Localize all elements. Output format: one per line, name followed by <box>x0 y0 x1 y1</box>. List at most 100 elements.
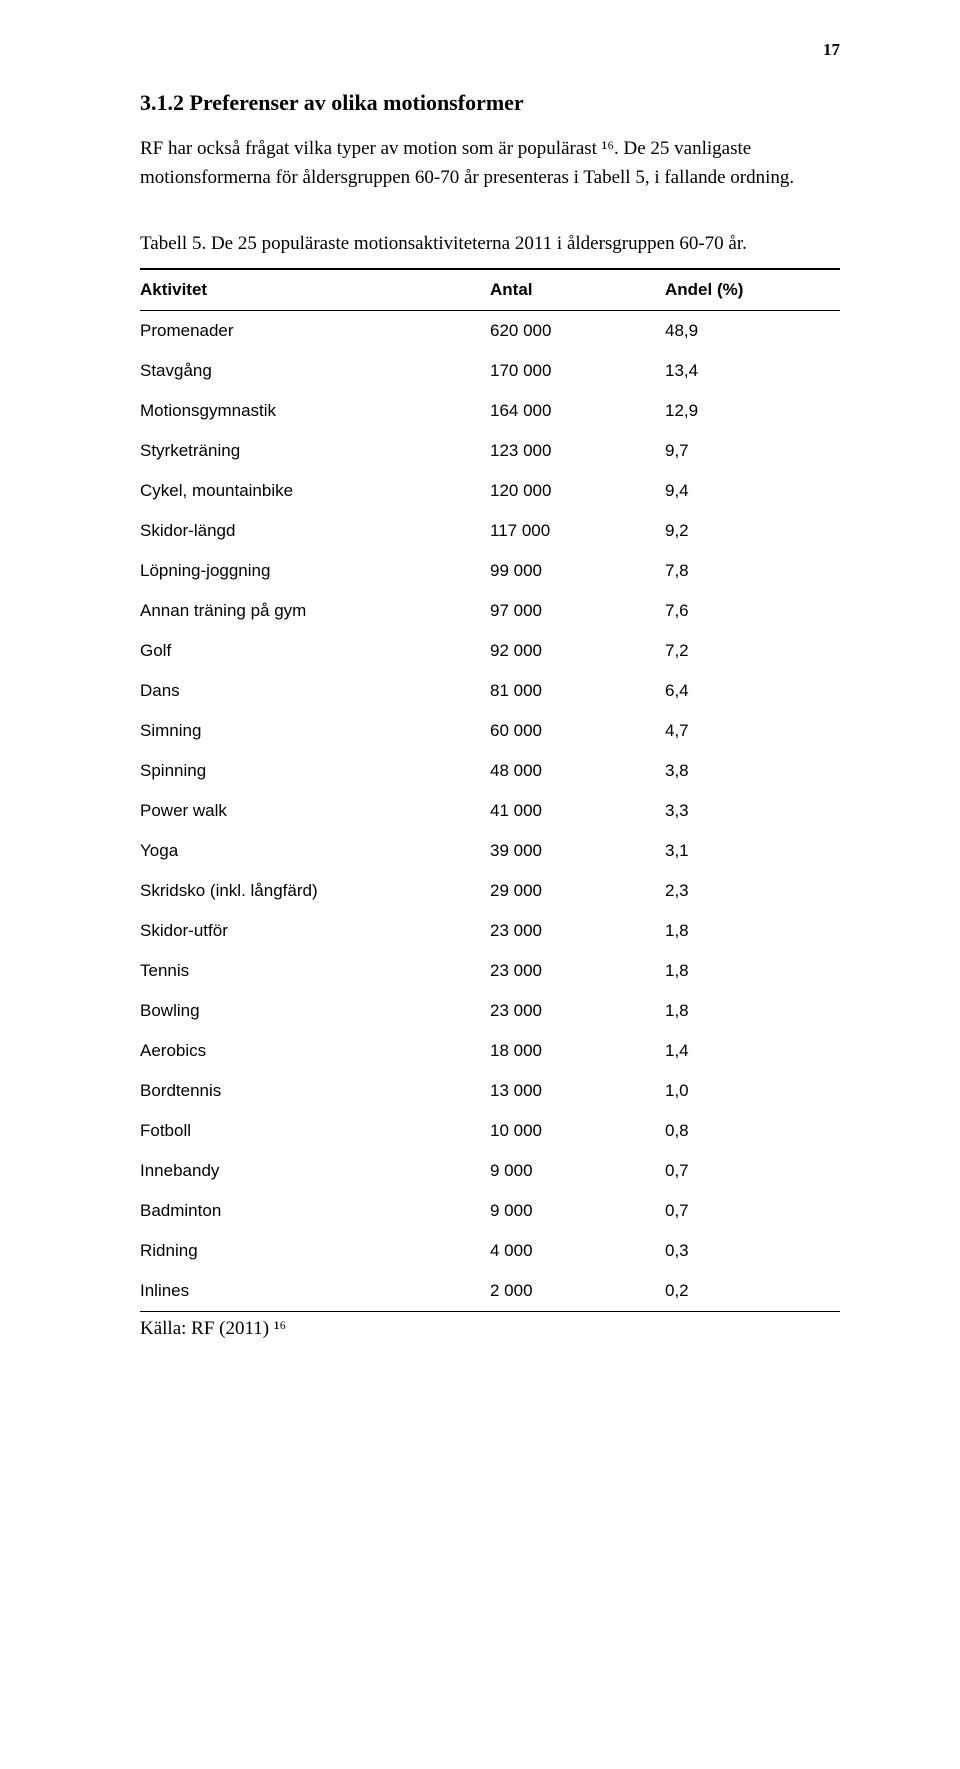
cell-count: 41 000 <box>490 791 665 831</box>
cell-share: 7,8 <box>665 551 840 591</box>
table-row: Annan träning på gym97 0007,6 <box>140 591 840 631</box>
cell-share: 0,8 <box>665 1111 840 1151</box>
cell-share: 1,4 <box>665 1031 840 1071</box>
table-row: Ridning4 0000,3 <box>140 1231 840 1271</box>
cell-count: 39 000 <box>490 831 665 871</box>
cell-count: 18 000 <box>490 1031 665 1071</box>
table-row: Skidor-utför23 0001,8 <box>140 911 840 951</box>
cell-activity: Skidor-längd <box>140 511 490 551</box>
cell-activity: Skridsko (inkl. långfärd) <box>140 871 490 911</box>
table-row: Promenader620 00048,9 <box>140 311 840 352</box>
cell-count: 2 000 <box>490 1271 665 1312</box>
cell-activity: Bowling <box>140 991 490 1031</box>
cell-share: 0,7 <box>665 1191 840 1231</box>
cell-activity: Innebandy <box>140 1151 490 1191</box>
cell-share: 1,0 <box>665 1071 840 1111</box>
cell-activity: Yoga <box>140 831 490 871</box>
cell-activity: Power walk <box>140 791 490 831</box>
cell-activity: Dans <box>140 671 490 711</box>
cell-count: 9 000 <box>490 1191 665 1231</box>
cell-share: 3,3 <box>665 791 840 831</box>
cell-count: 23 000 <box>490 911 665 951</box>
cell-share: 9,4 <box>665 471 840 511</box>
table-row: Fotboll10 0000,8 <box>140 1111 840 1151</box>
cell-activity: Motionsgymnastik <box>140 391 490 431</box>
cell-count: 60 000 <box>490 711 665 751</box>
col-header-activity: Aktivitet <box>140 269 490 311</box>
cell-count: 23 000 <box>490 951 665 991</box>
cell-count: 23 000 <box>490 991 665 1031</box>
cell-share: 13,4 <box>665 351 840 391</box>
cell-activity: Badminton <box>140 1191 490 1231</box>
table-row: Stavgång170 00013,4 <box>140 351 840 391</box>
table-row: Inlines2 0000,2 <box>140 1271 840 1312</box>
cell-count: 10 000 <box>490 1111 665 1151</box>
cell-activity: Tennis <box>140 951 490 991</box>
table-row: Tennis23 0001,8 <box>140 951 840 991</box>
cell-activity: Annan träning på gym <box>140 591 490 631</box>
cell-share: 1,8 <box>665 911 840 951</box>
table-row: Skidor-längd117 0009,2 <box>140 511 840 551</box>
cell-count: 9 000 <box>490 1151 665 1191</box>
cell-share: 0,7 <box>665 1151 840 1191</box>
cell-activity: Bordtennis <box>140 1071 490 1111</box>
cell-activity: Promenader <box>140 311 490 352</box>
cell-count: 13 000 <box>490 1071 665 1111</box>
table-caption: Tabell 5. De 25 populäraste motionsaktiv… <box>140 229 840 258</box>
cell-count: 620 000 <box>490 311 665 352</box>
table-header-row: Aktivitet Antal Andel (%) <box>140 269 840 311</box>
table-row: Styrketräning123 0009,7 <box>140 431 840 471</box>
cell-count: 120 000 <box>490 471 665 511</box>
cell-activity: Simning <box>140 711 490 751</box>
cell-share: 7,6 <box>665 591 840 631</box>
cell-count: 97 000 <box>490 591 665 631</box>
table-row: Golf92 0007,2 <box>140 631 840 671</box>
table-row: Motionsgymnastik164 00012,9 <box>140 391 840 431</box>
cell-count: 81 000 <box>490 671 665 711</box>
cell-activity: Cykel, mountainbike <box>140 471 490 511</box>
section-heading: 3.1.2 Preferenser av olika motionsformer <box>140 90 840 116</box>
cell-count: 4 000 <box>490 1231 665 1271</box>
table-row: Innebandy9 0000,7 <box>140 1151 840 1191</box>
cell-activity: Skidor-utför <box>140 911 490 951</box>
table-row: Aerobics18 0001,4 <box>140 1031 840 1071</box>
cell-share: 3,1 <box>665 831 840 871</box>
col-header-count: Antal <box>490 269 665 311</box>
cell-count: 123 000 <box>490 431 665 471</box>
cell-share: 4,7 <box>665 711 840 751</box>
table-row: Bordtennis13 0001,0 <box>140 1071 840 1111</box>
cell-activity: Ridning <box>140 1231 490 1271</box>
cell-count: 29 000 <box>490 871 665 911</box>
cell-share: 9,2 <box>665 511 840 551</box>
cell-share: 1,8 <box>665 951 840 991</box>
intro-paragraph: RF har också frågat vilka typer av motio… <box>140 134 840 193</box>
cell-activity: Löpning-joggning <box>140 551 490 591</box>
page-number: 17 <box>140 40 840 60</box>
activities-table: Aktivitet Antal Andel (%) Promenader620 … <box>140 268 840 1312</box>
cell-activity: Aerobics <box>140 1031 490 1071</box>
table-row: Bowling23 0001,8 <box>140 991 840 1031</box>
table-row: Simning60 0004,7 <box>140 711 840 751</box>
cell-share: 3,8 <box>665 751 840 791</box>
table-row: Dans81 0006,4 <box>140 671 840 711</box>
cell-count: 117 000 <box>490 511 665 551</box>
cell-share: 12,9 <box>665 391 840 431</box>
cell-share: 2,3 <box>665 871 840 911</box>
cell-share: 7,2 <box>665 631 840 671</box>
cell-count: 48 000 <box>490 751 665 791</box>
cell-count: 92 000 <box>490 631 665 671</box>
cell-count: 164 000 <box>490 391 665 431</box>
table-row: Yoga39 0003,1 <box>140 831 840 871</box>
table-row: Skridsko (inkl. långfärd)29 0002,3 <box>140 871 840 911</box>
cell-share: 1,8 <box>665 991 840 1031</box>
cell-share: 0,2 <box>665 1271 840 1312</box>
cell-activity: Spinning <box>140 751 490 791</box>
table-row: Spinning48 0003,8 <box>140 751 840 791</box>
table-row: Power walk41 0003,3 <box>140 791 840 831</box>
cell-activity: Fotboll <box>140 1111 490 1151</box>
table-row: Badminton9 0000,7 <box>140 1191 840 1231</box>
cell-count: 99 000 <box>490 551 665 591</box>
cell-share: 48,9 <box>665 311 840 352</box>
cell-share: 9,7 <box>665 431 840 471</box>
cell-share: 6,4 <box>665 671 840 711</box>
